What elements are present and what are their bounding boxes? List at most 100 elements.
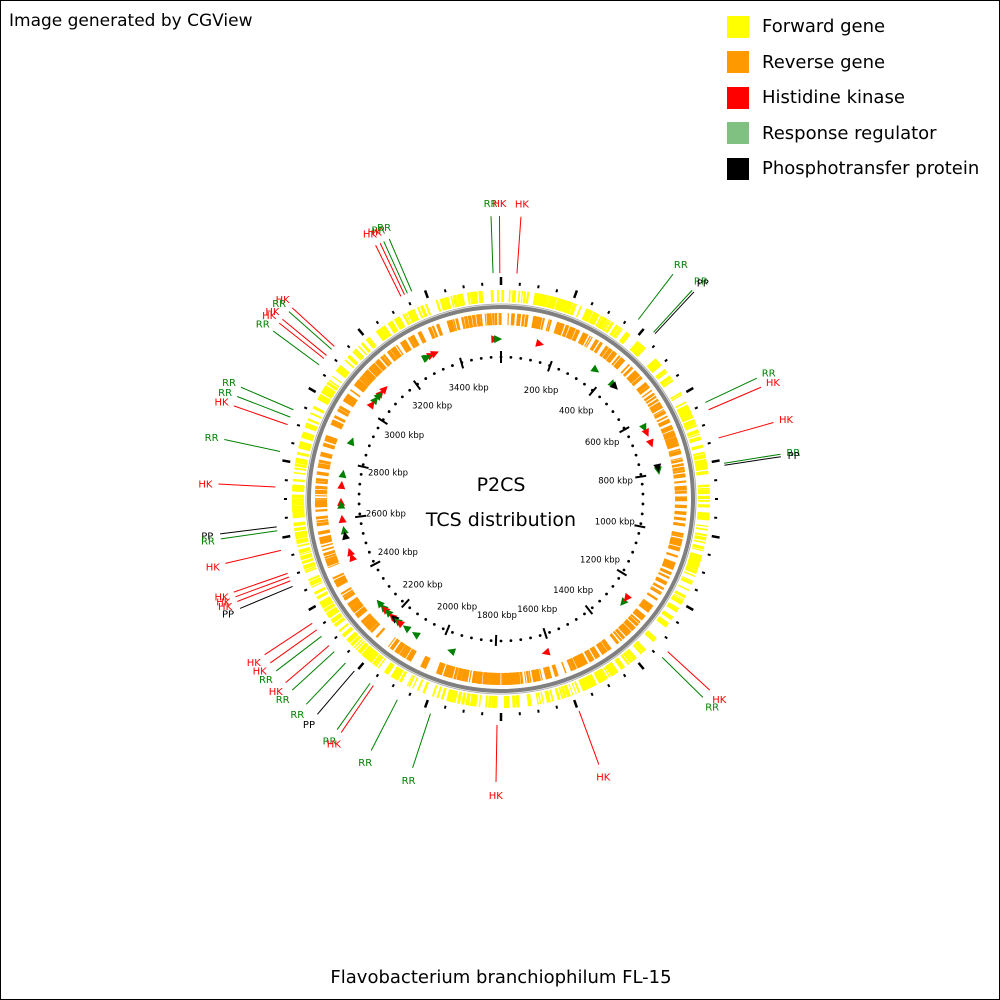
legend-label: Forward gene xyxy=(762,16,886,38)
tcs-callout-line xyxy=(218,483,276,488)
reverse-gene-mark xyxy=(404,339,412,351)
legend-swatch-reverse-gene xyxy=(727,51,749,74)
reverse-gene-mark xyxy=(652,406,664,414)
forward-gene-mark xyxy=(691,547,704,552)
scale-dot xyxy=(617,577,621,580)
reverse-gene-mark xyxy=(360,613,371,623)
reverse-gene-mark xyxy=(609,633,620,645)
reverse-gene-mark xyxy=(625,619,636,630)
reverse-gene-mark xyxy=(417,331,427,344)
forward-gene-mark xyxy=(326,382,338,391)
forward-gene-mark xyxy=(398,670,407,683)
reverse-gene-mark xyxy=(538,317,543,330)
reverse-gene-mark xyxy=(581,652,589,665)
forward-gene-mark xyxy=(544,295,549,308)
tcs-callout-label: HK xyxy=(214,592,229,603)
reverse-gene-mark xyxy=(315,481,328,485)
outer-tick xyxy=(637,328,645,336)
reverse-gene-mark xyxy=(674,480,687,483)
reverse-gene-mark xyxy=(407,336,416,349)
scale-dot xyxy=(361,531,365,535)
outer-tick xyxy=(308,604,317,612)
forward-gene-mark xyxy=(692,543,705,550)
reverse-gene-mark xyxy=(636,382,648,392)
reverse-gene-mark xyxy=(620,363,631,374)
reverse-gene-mark xyxy=(643,392,655,401)
reverse-gene-mark xyxy=(316,521,329,527)
forward-gene-mark xyxy=(666,603,679,613)
reverse-gene-mark xyxy=(646,592,659,601)
reverse-gene-mark xyxy=(602,348,613,360)
forward-gene-mark xyxy=(688,556,702,563)
reverse-gene-mark xyxy=(672,466,685,472)
scale-dot xyxy=(381,577,385,580)
forward-gene-mark xyxy=(512,695,515,708)
tcs-callout-label: HK xyxy=(265,307,280,318)
reverse-gene-mark xyxy=(668,544,681,551)
scale-dot xyxy=(639,472,643,476)
forward-gene-mark xyxy=(686,429,699,436)
reverse-gene-mark xyxy=(464,669,470,682)
forward-gene-mark xyxy=(629,340,641,353)
reverse-gene-mark xyxy=(641,600,652,610)
forward-gene-mark xyxy=(301,433,315,441)
forward-gene-mark xyxy=(563,300,570,314)
reverse-gene-mark xyxy=(471,670,476,683)
reverse-gene-mark xyxy=(322,546,335,552)
tcs-callout-line xyxy=(724,456,781,466)
tcs-callout-label: HK xyxy=(489,791,504,802)
reverse-gene-mark xyxy=(666,442,680,450)
forward-gene-mark xyxy=(567,302,573,315)
forward-gene-mark xyxy=(624,651,634,662)
tcs-callout-label: RR xyxy=(371,226,385,237)
forward-gene-mark xyxy=(295,532,308,537)
reverse-gene-mark xyxy=(590,339,599,352)
scale-dot xyxy=(451,631,454,634)
forward-gene-mark xyxy=(520,291,524,304)
reverse-gene-mark xyxy=(623,620,634,632)
forward-gene-mark xyxy=(467,292,471,305)
tcs-callout-line xyxy=(270,629,318,664)
reverse-gene-mark xyxy=(544,666,550,679)
forward-gene-mark xyxy=(307,418,320,425)
forward-gene-mark xyxy=(668,601,680,610)
outer-tick xyxy=(607,310,611,315)
forward-gene-mark xyxy=(543,294,548,307)
tcs-marker xyxy=(373,392,382,401)
forward-gene-mark xyxy=(439,298,447,311)
scale-dot xyxy=(387,585,391,588)
scale-major-tick xyxy=(588,386,598,397)
scale-dot xyxy=(566,372,570,376)
scale-dot xyxy=(641,492,645,496)
scale-dot xyxy=(519,356,523,360)
legend-swatch-forward-gene xyxy=(727,15,749,38)
forward-gene-mark xyxy=(680,412,693,420)
forward-gene-mark xyxy=(344,359,355,369)
forward-gene-mark xyxy=(372,654,383,666)
reverse-gene-mark xyxy=(668,448,681,453)
reverse-gene-mark xyxy=(333,415,346,423)
forward-gene-mark xyxy=(662,379,674,388)
tcs-callout-label: RR xyxy=(259,675,273,686)
forward-gene-mark xyxy=(431,684,438,697)
forward-gene-mark xyxy=(296,540,309,545)
scale-major-tick xyxy=(369,560,381,568)
forward-gene-mark xyxy=(671,595,684,604)
tcs-marker xyxy=(346,437,355,447)
forward-gene-mark xyxy=(377,658,386,669)
reverse-gene-mark xyxy=(665,439,679,447)
reverse-gene-mark xyxy=(585,649,594,662)
tcs-callout-label: HK xyxy=(269,687,284,698)
reverse-gene-mark xyxy=(597,642,607,654)
forward-gene-mark xyxy=(655,368,667,379)
reverse-gene-mark xyxy=(390,347,400,360)
tcs-marker xyxy=(340,525,349,535)
forward-gene-mark xyxy=(600,668,609,680)
forward-gene-mark xyxy=(368,651,377,662)
reverse-gene-mark xyxy=(507,672,512,685)
reverse-gene-mark xyxy=(387,637,396,648)
reverse-gene-mark xyxy=(531,315,535,328)
scale-dot xyxy=(451,364,454,367)
reverse-gene-mark xyxy=(455,318,461,331)
tcs-callout-line xyxy=(724,453,781,464)
